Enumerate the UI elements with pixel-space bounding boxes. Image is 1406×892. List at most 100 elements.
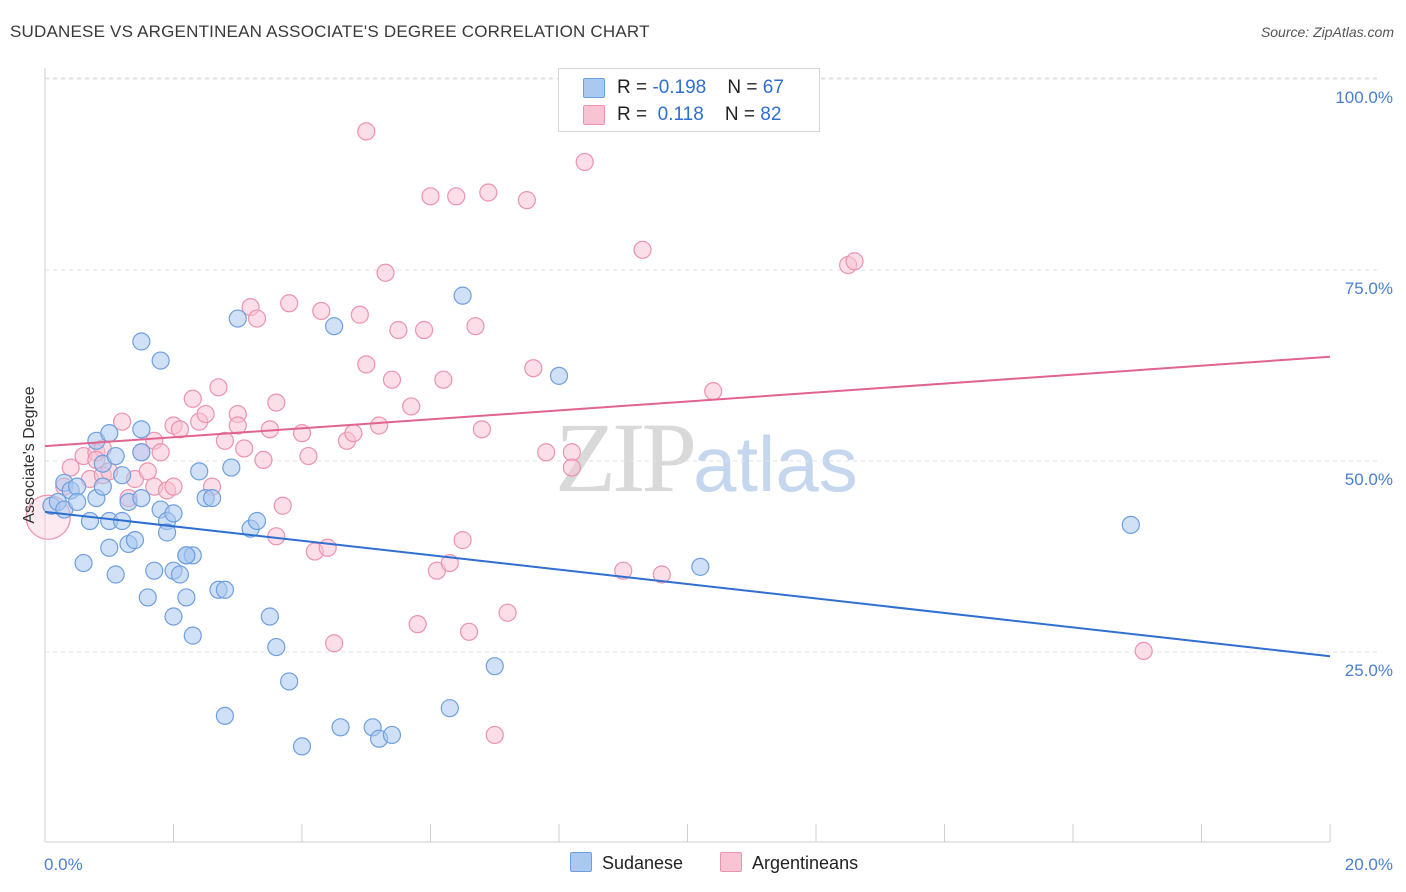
watermark-atlas: atlas [693,420,858,508]
argentinean-point [517,191,536,210]
n-value: 67 [762,77,784,98]
argentinean-point [61,458,80,477]
argentinean-point [402,397,421,416]
sudanese-point [132,420,151,439]
sudanese-point [68,492,87,512]
sudanese-point [549,366,569,385]
argentinean-point [434,370,453,389]
legend-text-argentineans: R = 0.118 N = 82 [617,104,781,126]
chart-source: Source: ZipAtlas.com [1260,24,1394,40]
argentinean-point [447,187,466,206]
argentinean-point [370,416,389,435]
n-label: N = [724,104,761,125]
argentinean-point [633,240,652,259]
sudanese-point [74,553,93,573]
argentinean-point [273,496,292,515]
argentinean-point [112,412,132,431]
sudanese-swatch [583,78,605,98]
argentinean-point [350,305,369,324]
sudanese-point [68,477,87,496]
argentinean-point [408,615,427,634]
argentinean-point [151,443,170,462]
legend-item-sudanese: Sudanese [570,852,683,874]
legend-label-argentineans: Argentineans [752,853,859,873]
argentinean-point [562,443,581,462]
sudanese-point [125,531,145,550]
r-label: R = [617,104,653,125]
sudanese-point [106,446,125,466]
argentinean-point [485,725,504,745]
y-axis-label: Associate's Degree [21,386,38,523]
sudanese-point [138,588,157,607]
x-tick-label: 20.0% [1345,855,1393,874]
sudanese-point [132,489,151,508]
sudanese-point [440,699,459,718]
argentinean-point [472,420,491,439]
sudanese-point [80,511,100,531]
sudanese-point [151,351,170,370]
argentinean-trend-line [44,355,1331,448]
argentinean-point [652,565,671,584]
argentinean-point [299,446,318,466]
argentinean-point [466,317,485,336]
sudanese-trend-line [44,510,1331,658]
sudanese-point [100,538,119,557]
argentinean-point [235,439,254,458]
sudanese-point [145,561,164,580]
sudanese-point [215,580,234,599]
sudanese-point [247,511,267,531]
sudanese-point [190,462,209,481]
chart-title: SUDANESE VS ARGENTINEAN ASSOCIATE'S DEGR… [10,22,650,41]
argentinean-point [357,355,376,374]
y-tick-label: 75.0% [1345,279,1393,298]
grid-lines [45,77,1380,653]
sudanese-point [331,718,350,737]
sudanese-point [382,725,402,745]
argentinean-point [414,320,434,340]
argentinean-point [318,538,337,557]
argentinean-point [254,450,273,469]
argentinean-point [479,183,498,202]
argentinean-point [280,294,299,313]
x-tick-label: 0.0% [44,855,83,874]
argentinean-point [845,252,864,271]
y-tick-label: 50.0% [1345,470,1393,489]
sudanese-point [106,565,125,584]
legend-label-sudanese: Sudanese [602,853,684,873]
sudanese-point [267,637,286,657]
sudanese-point [691,557,710,576]
argentinean-point [453,531,472,550]
sudanese-point [100,424,119,443]
sudanese-swatch [570,852,592,872]
r-value: -0.198 [652,77,707,98]
r-label: R = [617,77,653,98]
argentineans-points [25,122,1153,745]
argentineans-swatch [720,852,742,872]
argentinean-point [382,370,402,389]
r-value: 0.118 [652,104,704,125]
sudanese-point [260,607,279,626]
sudanese-point [177,546,196,565]
sudanese-point [183,626,202,645]
sudanese-point [177,588,196,607]
argentinean-point [228,416,247,435]
argentinean-point [164,477,183,496]
axes [44,68,1331,843]
sudanese-points [42,286,1140,756]
argentinean-point [196,404,215,424]
argentinean-point [209,378,228,397]
argentinean-point [170,420,190,439]
argentinean-point [575,152,594,172]
tick-labels: 25.0% 50.0% 75.0% 100.0% 0.0% 20.0% [44,88,1393,874]
argentinean-point [562,458,581,477]
sudanese-point [1121,515,1140,534]
argentinean-point [344,424,363,443]
n-label: N = [727,77,763,98]
argentinean-point [325,634,344,653]
legend-item-argentineans: Argentineans [720,852,858,874]
argentinean-point [421,187,440,206]
sudanese-point [157,523,177,542]
argentinean-point [459,622,479,641]
argentinean-point [138,462,157,481]
